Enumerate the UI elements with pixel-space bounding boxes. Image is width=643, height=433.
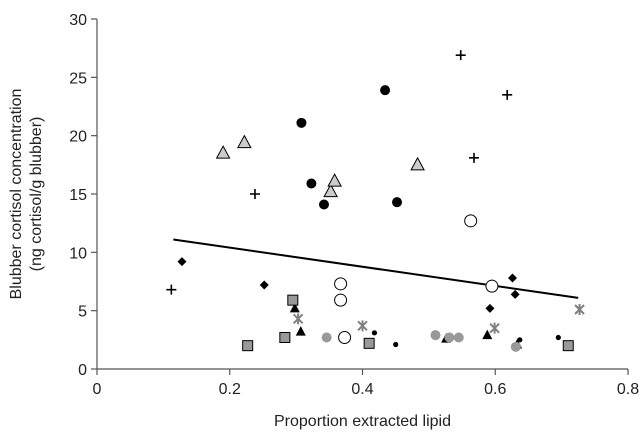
data-point-open-circle — [334, 293, 348, 307]
y-tick-label: 0 — [78, 362, 87, 379]
data-point-open-circle — [338, 331, 352, 344]
data-point-gray-circle — [444, 332, 455, 343]
data-point-gray-circle — [321, 332, 332, 343]
data-point-small-dot — [371, 330, 378, 336]
y-tick-label: 25 — [69, 70, 87, 87]
data-point-open-triangle — [410, 156, 425, 171]
data-point-square — [363, 337, 375, 349]
data-point-asterisk — [292, 313, 304, 325]
trendline — [173, 238, 579, 299]
data-point-filled-circle — [392, 197, 403, 208]
data-point-diamond — [259, 280, 269, 290]
y-ticks: 0 5 10 15 20 25 30 — [69, 12, 97, 379]
data-point-gray-circle — [453, 332, 464, 343]
data-point-asterisk — [357, 320, 368, 332]
data-point-asterisk — [574, 304, 585, 315]
data-point-open-circle — [485, 279, 499, 293]
data-point-gray-circle — [510, 341, 521, 352]
data-point-filled-circle — [319, 199, 330, 210]
x-axis-title: Proportion extracted lipid — [274, 413, 451, 430]
data-point-open-triangle — [237, 134, 252, 149]
data-point-plus — [249, 189, 260, 199]
x-tick-label: 0.4 — [351, 381, 373, 398]
data-point-filled-triangle — [289, 302, 300, 313]
data-point-filled-circle — [380, 85, 391, 96]
y-axis-title-line-1: Blubber cortisol concentration — [8, 89, 25, 300]
data-point-square — [242, 340, 254, 352]
data-point-square — [562, 340, 574, 352]
y-tick-label: 5 — [78, 304, 87, 321]
y-tick-label: 30 — [69, 12, 87, 29]
data-point-small-dot — [555, 334, 561, 341]
x-tick-label: 0.2 — [219, 381, 241, 398]
data-point-filled-triangle — [482, 329, 493, 340]
data-point-open-circle — [464, 214, 478, 228]
y-tick-label: 10 — [69, 245, 87, 262]
data-point-plus — [455, 50, 466, 61]
x-tick-label: 0.8 — [617, 381, 639, 398]
x-tick-label: 0.6 — [484, 381, 506, 398]
y-tick-label: 20 — [69, 129, 87, 146]
data-point-square — [287, 294, 299, 306]
data-point-diamond — [510, 289, 520, 299]
data-point-diamond — [485, 303, 495, 313]
data-point-plus — [502, 89, 513, 100]
x-tick-label: 0 — [93, 381, 102, 398]
data-point-open-circle — [334, 277, 348, 291]
data-point-plus — [469, 152, 480, 163]
x-ticks: 0 0.2 0.4 0.6 0.8 — [93, 369, 639, 398]
data-point-open-triangle — [323, 183, 338, 198]
data-point-filled-circle — [306, 178, 317, 189]
data-point-open-triangle — [215, 145, 231, 159]
data-point-asterisk — [489, 322, 500, 334]
data-point-diamond — [177, 257, 187, 267]
y-axis-title-line-2: (ng cortisol/g blubber) — [28, 117, 45, 272]
data-point-open-triangle — [327, 173, 342, 187]
data-point-filled-circle — [296, 117, 307, 128]
axes — [96, 19, 628, 370]
data-point-square — [279, 332, 291, 343]
y-tick-label: 15 — [69, 187, 87, 204]
data-point-small-dot — [393, 341, 399, 348]
data-point-diamond — [508, 273, 518, 283]
data-point-plus — [166, 284, 177, 295]
data-points — [166, 50, 585, 352]
data-point-small-dot — [517, 337, 523, 343]
y-axis-title: Blubber cortisol concentration (ng corti… — [8, 89, 45, 300]
data-point-filled-triangle — [295, 326, 306, 336]
data-point-gray-circle — [430, 330, 441, 341]
